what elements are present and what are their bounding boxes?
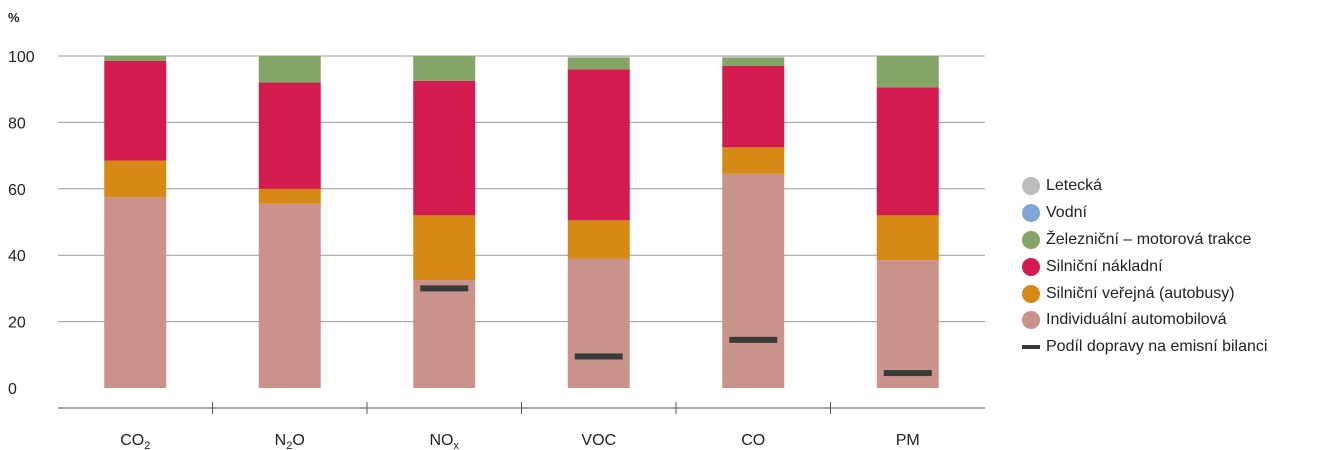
bar-segment-5-6	[722, 56, 785, 58]
legend: Letecká Vodní Železniční – motorová trakce…	[1022, 173, 1267, 361]
x-tick-label-suffix: O	[292, 432, 304, 449]
bar-segment-2-4	[258, 56, 321, 83]
y-tick-label-80: 80	[8, 115, 26, 132]
legend-label: Silniční nákladní	[1046, 257, 1163, 275]
bar-segment-1-4	[104, 56, 167, 61]
x-tick-label-subscript: 2	[286, 440, 292, 450]
legend-line-swatch	[1022, 345, 1040, 350]
x-tick-label-5: CO	[741, 432, 765, 449]
bar-segment-6-3	[876, 87, 939, 216]
x-axis: CO2 N2O NOx VOC CO PM	[58, 402, 985, 450]
x-tick-label-main: CO	[741, 432, 765, 449]
x-tick-label-main: NO	[430, 432, 454, 449]
legend-item-6: Individuální automobilová	[1022, 307, 1267, 334]
y-tick-label-20: 20	[8, 315, 26, 332]
bar-segment-5-2	[722, 147, 785, 174]
bar-segment-1-3	[104, 60, 167, 161]
bar-segment-2-3	[258, 82, 321, 189]
bar-segment-4-6	[567, 56, 630, 58]
bar-segment-5-1	[722, 173, 785, 388]
y-tick-label-100: 100	[8, 49, 35, 66]
share-marker-3	[420, 285, 469, 292]
legend-item-3: Železniční – motorová trakce	[1022, 227, 1267, 254]
bar-segment-5-3	[722, 65, 785, 148]
bar-segment-2-2	[258, 188, 321, 204]
legend-item-2: Vodní	[1022, 200, 1267, 227]
legend-dot-swatch	[1022, 204, 1040, 223]
bar-segment-2-1	[258, 203, 321, 388]
x-tick-label-main: PM	[896, 432, 920, 449]
bar-segment-3-1	[413, 280, 476, 388]
share-marker-4	[574, 353, 623, 360]
legend-label: Vodní	[1046, 204, 1087, 222]
bar-segment-1-2	[104, 160, 167, 198]
y-tick-label-60: 60	[8, 182, 26, 199]
bar-segment-6-2	[876, 215, 939, 261]
bars	[104, 56, 939, 388]
legend-label: Individuální automobilová	[1046, 311, 1227, 329]
legend-item-7: Podíl dopravy na emisní bilanci	[1022, 334, 1267, 361]
x-tick-label-2: N2O	[275, 432, 305, 450]
x-tick-label-subscript: 2	[144, 440, 150, 450]
legend-label: Železniční – motorová trakce	[1046, 230, 1252, 248]
y-tick-labels: 0 20 40 60 80 100	[8, 49, 35, 398]
x-tick-label-1: CO2	[120, 432, 150, 450]
legend-dot-swatch	[1022, 311, 1040, 330]
bar-segment-4-1	[567, 258, 630, 388]
x-tick-label-3: NOx	[430, 432, 460, 450]
legend-dot-swatch	[1022, 230, 1040, 249]
legend-label: Podíl dopravy na emisní bilanci	[1046, 338, 1268, 356]
bar-segment-4-2	[567, 220, 630, 259]
bar-segment-4-3	[567, 69, 630, 221]
x-tick-label-subscript: x	[454, 440, 460, 450]
legend-item-4: Silniční nákladní	[1022, 253, 1267, 280]
share-marker-5	[729, 336, 778, 343]
share-marker-6	[883, 370, 932, 377]
y-tick-label-40: 40	[8, 248, 26, 265]
bar-segment-3-2	[413, 215, 476, 281]
legend-dot-swatch	[1022, 284, 1040, 303]
bar-segment-4-4	[567, 57, 630, 70]
bar-segment-6-1	[876, 260, 939, 388]
bar-segment-5-4	[722, 57, 785, 66]
bar-segment-3-3	[413, 80, 476, 216]
y-axis-unit-label: %	[8, 10, 20, 25]
legend-label: Silniční veřejná (autobusy)	[1046, 284, 1235, 302]
x-tick-label-4: VOC	[581, 432, 616, 449]
bar-segment-6-4	[876, 56, 939, 88]
gridlines	[58, 55, 985, 323]
x-tick-label-main: CO	[120, 432, 144, 449]
legend-item-1: Letecká	[1022, 173, 1267, 200]
x-tick-label-main: N	[275, 432, 287, 449]
y-tick-label-0: 0	[8, 381, 17, 398]
x-tick-label-6: PM	[896, 432, 920, 449]
bar-segment-1-1	[104, 197, 167, 388]
x-tick-label-main: VOC	[581, 432, 616, 449]
share-markers	[420, 285, 932, 377]
legend-item-5: Silniční veřejná (autobusy)	[1022, 280, 1267, 307]
legend-dot-swatch	[1022, 257, 1040, 276]
bar-segment-3-4	[413, 56, 476, 81]
legend-dot-swatch	[1022, 177, 1040, 196]
legend-label: Letecká	[1046, 177, 1103, 195]
